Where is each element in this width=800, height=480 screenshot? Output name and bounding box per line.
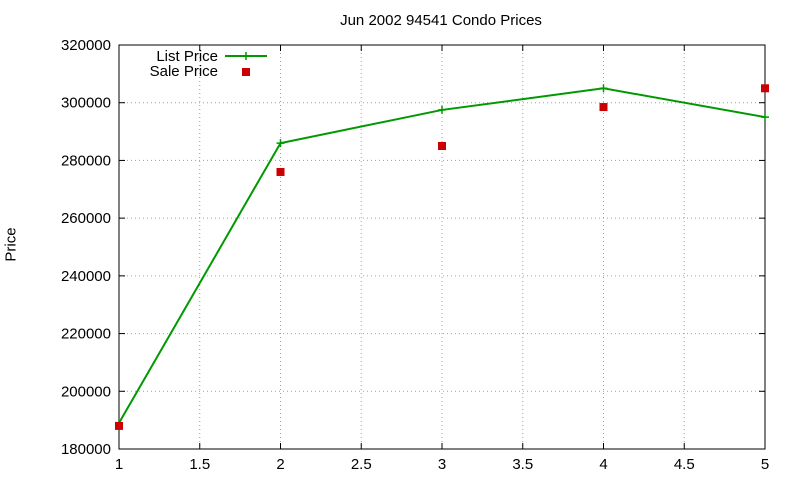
plot-border [118,44,766,450]
y-tick-label: 200000 [61,383,111,400]
y-tick-label: 280000 [61,152,111,169]
legend-marker-list-price [242,52,250,60]
x-tick-label: 5 [761,456,769,473]
y-tick-label: 300000 [61,95,111,112]
list-price-point [438,105,446,114]
x-tick-label: 3.5 [512,456,533,473]
sale-price-point [761,84,769,93]
list-price-point [599,84,608,93]
x-tick-label: 4 [599,456,607,473]
y-tick-label: 240000 [61,268,111,285]
x-tick-label: 1 [115,456,123,473]
sale-price-point [115,421,123,430]
chart-title: Jun 2002 94541 Condo Prices [340,12,542,29]
x-tick-label: 3 [438,456,446,473]
legend-label-sale-price: Sale Price [150,63,218,80]
list-price-point [761,113,769,122]
x-tick-label: 2 [276,456,284,473]
y-tick-label: 320000 [61,37,111,54]
y-tick-label: 180000 [61,441,111,458]
list-price-line [118,87,766,424]
x-tick-label: 1.5 [189,456,210,473]
legend-swatch-sale-price [242,68,250,76]
list-price-point [276,139,285,148]
x-tick-label: 2.5 [351,456,372,473]
legend-label-list-price: List Price [156,48,218,65]
sale-price-point [276,167,285,176]
sale-price-point [438,142,446,150]
sale-price-point [599,103,608,112]
y-tick-label: 260000 [61,210,111,227]
x-tick-label: 4.5 [674,456,695,473]
y-tick-label: 220000 [61,326,111,343]
